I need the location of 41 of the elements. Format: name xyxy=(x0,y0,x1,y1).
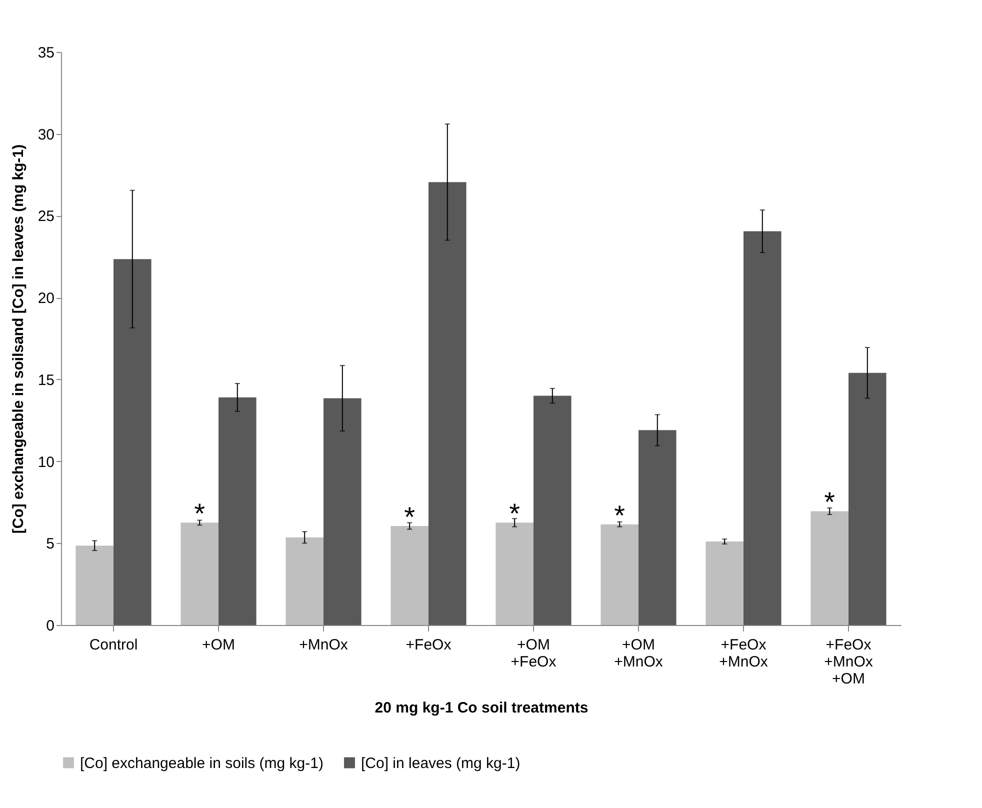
y-axis-title: [Co] exchangeable in soilsand [Co] in leaves (mg kg-1) xyxy=(10,144,27,534)
bar xyxy=(848,372,886,625)
x-tick-label: +OM +FeOx xyxy=(510,636,557,670)
x-tick-label: +OM +MnOx xyxy=(614,636,664,670)
bar xyxy=(114,259,152,625)
bar xyxy=(744,231,782,625)
x-tick-label: +FeOx +MnOx +OM xyxy=(824,636,874,688)
y-tick-label: 30 xyxy=(38,126,54,144)
bar xyxy=(428,182,466,625)
annotation: * xyxy=(509,498,520,530)
x-tick-label: +MnOx xyxy=(299,636,348,654)
legend-label: [Co] in leaves (mg kg-1) xyxy=(361,754,520,772)
y-tick-label: 10 xyxy=(38,454,54,471)
bar xyxy=(706,542,744,625)
bar xyxy=(180,522,218,625)
x-tick-label: +FeOx +MnOx xyxy=(719,636,768,670)
bar xyxy=(638,430,676,625)
y-tick-label: 15 xyxy=(38,372,54,389)
bar xyxy=(218,397,256,625)
bar xyxy=(76,546,114,625)
y-tick-label: 25 xyxy=(38,208,54,226)
y-tick-label: 20 xyxy=(38,290,54,308)
legend-label: [Co] exchangeable in soils (mg kg-1) xyxy=(80,754,324,772)
bar xyxy=(496,522,534,625)
bar xyxy=(390,526,428,625)
annotation: * xyxy=(404,501,416,532)
annotation: * xyxy=(194,498,206,530)
bar xyxy=(600,524,638,625)
x-tick-label: +OM xyxy=(202,636,235,654)
bar xyxy=(810,511,848,625)
bar xyxy=(534,396,572,625)
bar xyxy=(286,537,324,625)
y-tick-label: 35 xyxy=(38,44,54,62)
y-tick-label: 0 xyxy=(46,618,54,634)
annotation: * xyxy=(614,500,626,531)
x-axis-title: 20 mg kg-1 Co soil treatments xyxy=(374,700,588,716)
x-tick-label: +FeOx xyxy=(406,636,452,654)
bar xyxy=(324,398,362,625)
y-tick-label: 5 xyxy=(46,536,54,553)
x-tick-label: Control xyxy=(89,636,138,654)
annotation: * xyxy=(824,486,836,518)
